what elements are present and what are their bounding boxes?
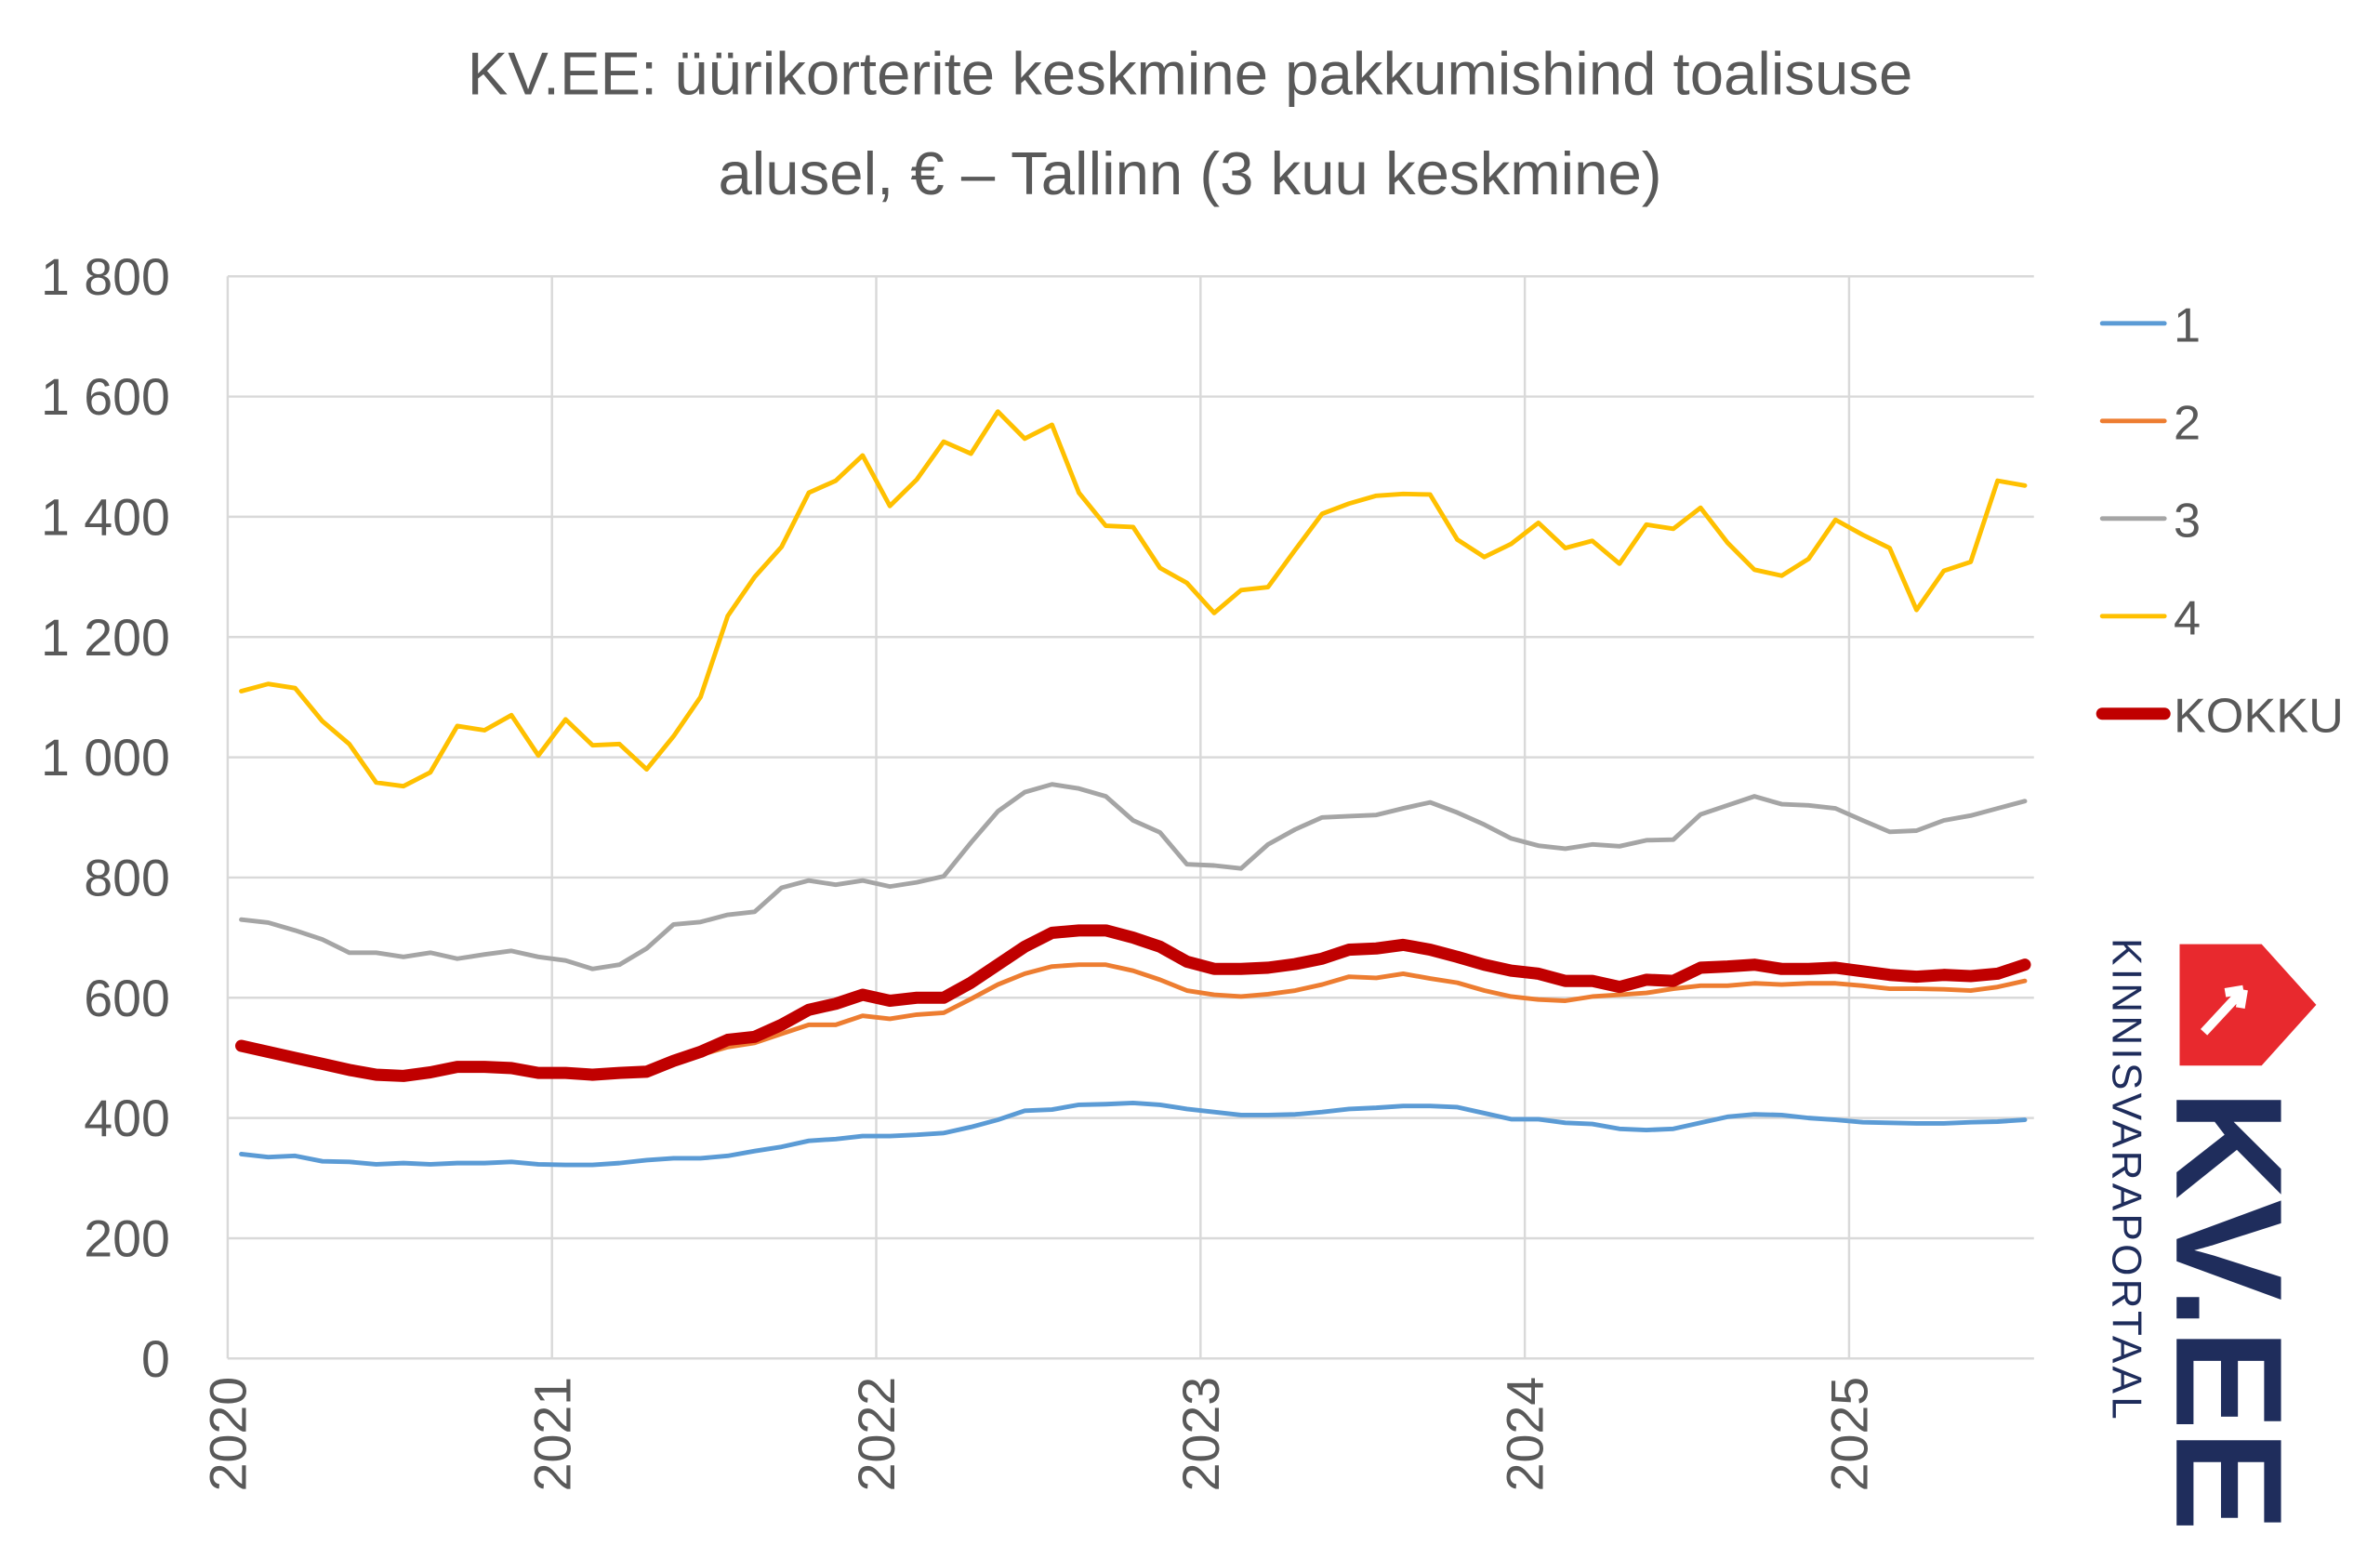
legend-label: 2: [2174, 396, 2201, 450]
legend-label: 4: [2174, 591, 2201, 645]
x-tick-label: 2020: [199, 1377, 257, 1491]
series-line: [239, 1101, 2028, 1168]
y-tick-label: 1 600: [41, 368, 170, 426]
series-line: [239, 962, 2028, 1078]
y-tick-label: 1 400: [41, 489, 170, 547]
series-line: [239, 409, 2028, 789]
logo-icon: [2179, 944, 2317, 1066]
y-tick-label: 200: [84, 1210, 170, 1268]
logo: KV.EE KINNISVARAPORTAAL: [2104, 938, 2317, 1531]
y-tick-label: 400: [84, 1090, 170, 1147]
chart-title: alusel, € – Tallinn (3 kuu keskmine): [718, 139, 1661, 207]
logo-text: KV.EE: [2144, 1090, 2314, 1531]
logo-arrow: [2201, 984, 2248, 1036]
series-line: [239, 782, 2028, 971]
legend-label: 3: [2174, 494, 2201, 548]
y-tick-label: 1 800: [41, 248, 170, 306]
y-tick-label: 0: [141, 1330, 170, 1388]
y-tick-label: 1 200: [41, 609, 170, 667]
series-line: [235, 924, 2031, 1082]
x-tick-label: 2023: [1172, 1377, 1230, 1491]
legend-label: 1: [2174, 298, 2201, 352]
y-tick-label: 800: [84, 850, 170, 907]
legend-label: KOKKU: [2174, 689, 2344, 743]
y-tick-label: 1 000: [41, 729, 170, 786]
logo-subtitle: KINNISVARAPORTAAL: [2104, 938, 2149, 1422]
x-tick-label: 2022: [848, 1377, 906, 1491]
x-tick-label: 2021: [523, 1377, 581, 1491]
x-tick-label: 2025: [1821, 1377, 1879, 1491]
chart-title: KV.EE: üürikorterite keskmine pakkumishi…: [468, 39, 1913, 107]
y-tick-label: 600: [84, 970, 170, 1027]
x-tick-label: 2024: [1497, 1377, 1554, 1491]
